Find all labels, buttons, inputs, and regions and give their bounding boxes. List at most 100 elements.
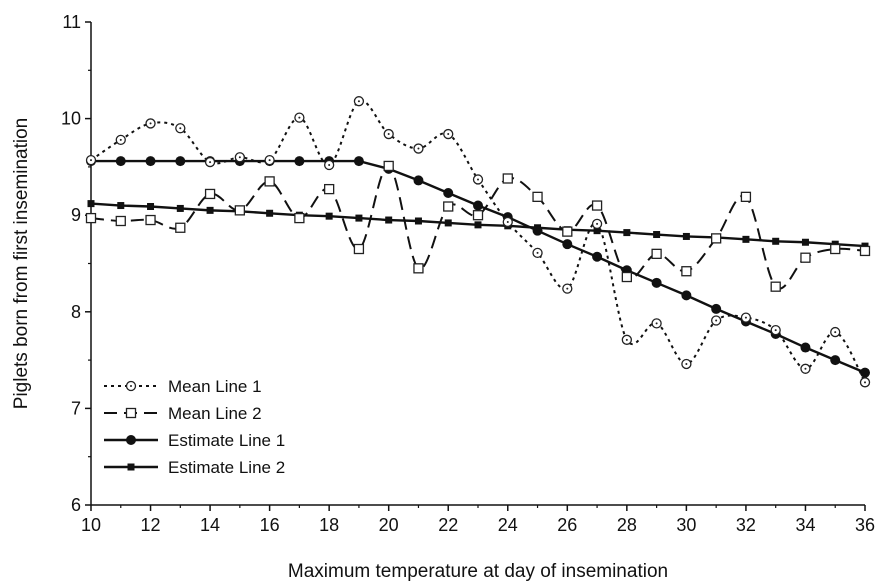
data-point bbox=[473, 200, 483, 211]
x-tick-label: 12 bbox=[141, 515, 161, 535]
data-point-center bbox=[774, 329, 777, 332]
data-point-center bbox=[268, 159, 271, 162]
data-point-center bbox=[477, 178, 479, 181]
data-point bbox=[147, 203, 155, 211]
data-point bbox=[353, 243, 365, 255]
data-point-center bbox=[179, 127, 182, 130]
data-point bbox=[85, 212, 97, 224]
data-point-center bbox=[357, 100, 360, 103]
data-point bbox=[770, 281, 781, 292]
series-line bbox=[90, 99, 866, 383]
x-tick-label: 14 bbox=[200, 515, 220, 535]
data-point bbox=[472, 210, 484, 221]
data-point bbox=[355, 214, 363, 222]
data-point bbox=[115, 215, 126, 227]
data-point bbox=[264, 176, 275, 187]
data-point bbox=[591, 200, 603, 211]
data-point bbox=[740, 191, 752, 202]
data-point bbox=[383, 160, 394, 172]
data-point bbox=[324, 183, 335, 195]
data-point-center bbox=[655, 322, 658, 325]
legend-label: Estimate Line 2 bbox=[168, 458, 285, 477]
data-point bbox=[653, 231, 661, 239]
data-point bbox=[206, 206, 214, 214]
data-point bbox=[532, 191, 543, 202]
data-point bbox=[711, 233, 722, 244]
data-point-center bbox=[328, 163, 331, 166]
data-point-center bbox=[536, 251, 539, 254]
data-point bbox=[592, 251, 603, 262]
data-point bbox=[800, 342, 811, 353]
data-point bbox=[145, 214, 156, 226]
data-point bbox=[562, 239, 573, 250]
data-point bbox=[266, 209, 274, 217]
data-point-center bbox=[238, 156, 241, 159]
legend-label: Mean Line 1 bbox=[168, 377, 262, 396]
data-point-center bbox=[685, 362, 688, 365]
legend-marker bbox=[125, 407, 137, 419]
data-point bbox=[204, 188, 216, 200]
legend-label: Estimate Line 1 bbox=[168, 431, 285, 450]
data-point bbox=[175, 222, 186, 233]
data-point bbox=[502, 173, 513, 184]
data-point bbox=[681, 290, 692, 301]
data-point bbox=[623, 229, 631, 237]
x-tick-label: 28 bbox=[617, 515, 637, 535]
data-point bbox=[651, 248, 662, 259]
data-point-center bbox=[119, 138, 122, 141]
series-layer bbox=[85, 96, 871, 388]
data-point-center bbox=[90, 159, 92, 162]
data-point-center bbox=[506, 220, 509, 223]
y-axis-title: Piglets born from first insemination bbox=[11, 118, 32, 409]
data-point bbox=[621, 271, 632, 283]
data-point bbox=[117, 202, 125, 210]
legend-marker bbox=[126, 435, 136, 445]
data-point-center bbox=[387, 133, 390, 136]
data-point bbox=[414, 217, 422, 225]
data-point bbox=[772, 237, 780, 245]
data-point-center bbox=[298, 116, 301, 119]
axes: 6 7 8 9 10 11 10 12 14 16 18 20 22 24 26 28 30 32 34 36 bbox=[61, 12, 875, 535]
x-tick-label: 10 bbox=[81, 515, 101, 535]
data-point bbox=[115, 156, 126, 167]
data-point bbox=[711, 303, 722, 314]
series-line bbox=[90, 164, 866, 290]
data-point bbox=[562, 226, 573, 237]
data-point bbox=[443, 187, 454, 198]
data-point-center bbox=[149, 122, 152, 125]
data-point bbox=[234, 205, 245, 216]
data-point bbox=[413, 263, 424, 274]
data-point bbox=[176, 204, 184, 212]
legend-marker-center bbox=[130, 385, 132, 387]
x-tick-label: 34 bbox=[795, 515, 815, 535]
data-point bbox=[385, 216, 393, 224]
x-tick-label: 26 bbox=[557, 515, 577, 535]
y-tick-label: 6 bbox=[71, 495, 81, 515]
data-point bbox=[860, 367, 870, 378]
data-point-center bbox=[447, 133, 450, 136]
data-point bbox=[294, 156, 305, 167]
x-tick-label: 18 bbox=[319, 515, 339, 535]
x-axis-title: Maximum temperature at day of inseminati… bbox=[288, 561, 668, 582]
series-mean-line-1 bbox=[85, 96, 871, 388]
data-point bbox=[593, 227, 601, 235]
y-tick-label: 9 bbox=[71, 205, 81, 225]
data-point-center bbox=[596, 222, 599, 225]
data-point bbox=[325, 212, 333, 220]
y-tick-label: 8 bbox=[71, 302, 81, 322]
data-point bbox=[145, 156, 156, 167]
x-tick-label: 32 bbox=[736, 515, 756, 535]
data-point bbox=[413, 175, 424, 186]
y-tick-label: 10 bbox=[61, 109, 81, 129]
data-point bbox=[682, 232, 690, 240]
data-point-center bbox=[834, 331, 837, 334]
series-estimate-line-1 bbox=[86, 156, 870, 378]
data-point bbox=[859, 245, 871, 257]
data-point bbox=[294, 212, 305, 224]
data-point bbox=[443, 201, 454, 212]
y-tick-label: 7 bbox=[71, 398, 81, 418]
legend-marker bbox=[127, 463, 135, 471]
data-point-center bbox=[864, 381, 866, 384]
data-point bbox=[175, 156, 186, 167]
